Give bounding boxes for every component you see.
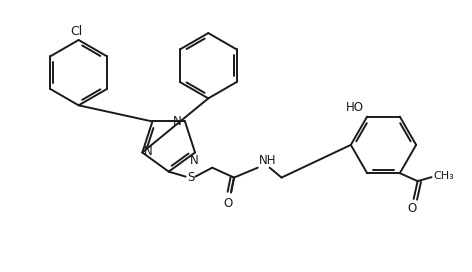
Text: Cl: Cl: [70, 25, 83, 38]
Text: S: S: [187, 171, 194, 184]
Text: O: O: [407, 202, 416, 215]
Text: N: N: [144, 145, 153, 158]
Text: O: O: [223, 197, 233, 210]
Text: CH₃: CH₃: [433, 171, 454, 181]
Text: NH: NH: [259, 154, 276, 167]
Text: HO: HO: [346, 101, 364, 114]
Text: N: N: [190, 154, 198, 168]
Text: N: N: [173, 115, 182, 128]
